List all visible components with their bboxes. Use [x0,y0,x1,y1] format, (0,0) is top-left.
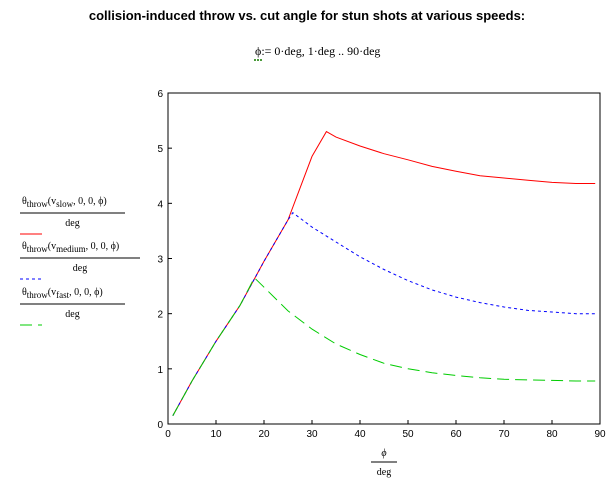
y-axis-label-part: ) [116,241,119,252]
y-tick-label: 0 [157,420,163,431]
plot-frame [167,92,601,425]
y-axis-label-part: v [51,196,56,207]
x-tick-label: 50 [402,429,414,440]
y-axis-label-part: ) [103,196,106,207]
y-tick-label: 5 [157,144,163,155]
series-line-fast [172,276,596,416]
y-tick-label: 6 [157,89,163,100]
y-axis-label-slow: θthrow(vslow, 0, 0, ϕ) [22,196,107,209]
y-axis-label-part: throw [27,290,48,300]
x-axis-label-numerator: ϕ [381,448,386,459]
chart-title: collision-induced throw vs. cut angle fo… [88,8,526,23]
x-tick-label: 20 [258,429,270,440]
y-axis-label-part: ) [99,287,102,298]
y-tick-label: 3 [157,255,163,266]
range-expression: := 0·deg, 1·deg .. 90·deg [261,44,381,58]
x-tick-label: 30 [306,429,318,440]
y-axis-label-medium: θthrow(vmedium, 0, 0, ϕ) [22,241,119,254]
x-axis-label-denominator: deg [377,467,391,478]
y-tick-label: 2 [157,310,163,321]
y-tick-label: 4 [157,199,163,210]
x-tick-label: 10 [210,429,222,440]
range-definition: ϕ:= 0·deg, 1·deg .. 90·deg [253,44,381,61]
x-tick-label: 60 [450,429,462,440]
y-axis-label-part: , 0, 0, ϕ [69,287,99,298]
y-axis-label-fast: θthrow(vfast, 0, 0, ϕ) [22,287,103,300]
y-axis-label-part: ( [48,287,52,298]
y-axis-label-part: ( [48,196,52,207]
y-axis-label-part: θ [22,287,27,298]
y-axis-label-part: v [51,287,56,298]
y-axis-label-part: fast [56,290,69,300]
x-tick-label: 40 [354,429,366,440]
y-axis-label-part: v [51,241,56,252]
x-tick-label: 70 [498,429,510,440]
y-axis-label-denominator: deg [65,218,79,229]
y-axis-label-denominator: deg [65,309,79,320]
y-axis-label-part: , 0, 0, ϕ [73,196,103,207]
range-variable: ϕ [253,44,263,61]
y-axis-label-part: θ [22,196,27,207]
y-axis-label-part: slow [56,199,74,209]
series-line-slow [172,130,596,416]
y-axis-label-part: ( [48,241,52,252]
y-tick-label: 1 [157,365,163,376]
y-axis-label-denominator: deg [73,263,87,274]
y-axis-label-part: , 0, 0, ϕ [86,241,116,252]
x-tick-label: 90 [594,429,606,440]
x-tick-label: 80 [546,429,558,440]
y-axis-label-part: throw [27,199,48,209]
x-tick-label: 0 [165,429,171,440]
y-axis-label-part: θ [22,241,27,252]
y-axis-label-part: medium [56,244,86,254]
y-axis-label-part: throw [27,244,48,254]
series-line-medium [172,211,596,416]
